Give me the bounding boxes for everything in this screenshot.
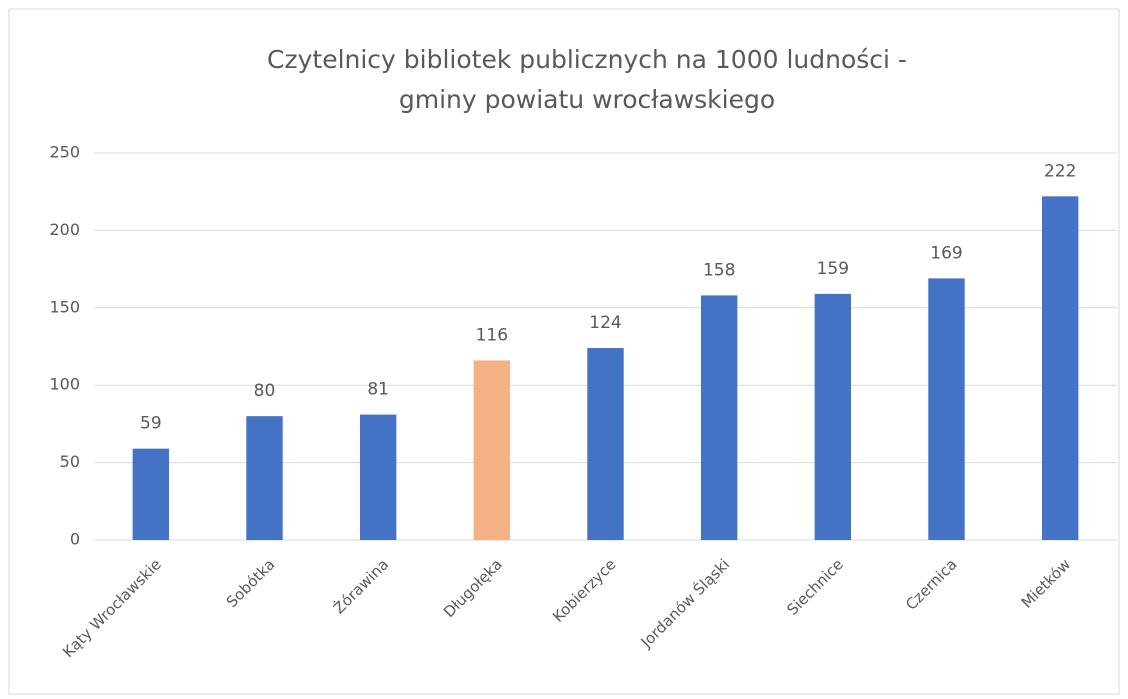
x-tick-label: Żórawina [329, 555, 392, 618]
y-tick-label: 100 [49, 375, 80, 394]
bar [359, 414, 397, 540]
y-tick-label: 250 [49, 143, 80, 162]
data-label: 81 [367, 380, 389, 400]
y-tick-label: 50 [60, 452, 80, 471]
chart-border [8, 8, 1120, 695]
bar [700, 295, 738, 540]
x-tick-label: Jordanów Śląski [636, 555, 733, 652]
bar [1041, 196, 1079, 540]
x-tick-label: Kobierzyce [549, 555, 619, 625]
bar [928, 278, 965, 540]
data-label: 80 [254, 381, 276, 401]
y-tick-label: 200 [49, 220, 80, 239]
data-label: 124 [589, 313, 621, 333]
x-tick-label: Mietków [1018, 555, 1074, 611]
x-tick-label: Kąty Wrocławskie [59, 555, 165, 661]
x-tick-label: Długołęka [440, 555, 506, 621]
data-label: 159 [817, 259, 849, 279]
bar [814, 293, 852, 540]
data-label: 116 [476, 325, 508, 345]
x-tick-label: Siechnice [783, 555, 847, 619]
data-label: 222 [1044, 161, 1076, 181]
chart-title: Czytelnicy bibliotek publicznych na 1000… [267, 45, 907, 114]
y-tick-label: 0 [70, 530, 80, 549]
x-tick-label: Czernica [902, 555, 960, 613]
bar [587, 348, 624, 540]
data-label: 59 [140, 414, 162, 434]
bar [473, 360, 511, 540]
data-label: 158 [703, 260, 735, 280]
x-tick-label: Sobótka [223, 555, 279, 611]
data-label: 169 [930, 243, 962, 263]
bar [246, 416, 283, 540]
y-tick-label: 150 [49, 297, 80, 316]
bar [132, 448, 170, 540]
